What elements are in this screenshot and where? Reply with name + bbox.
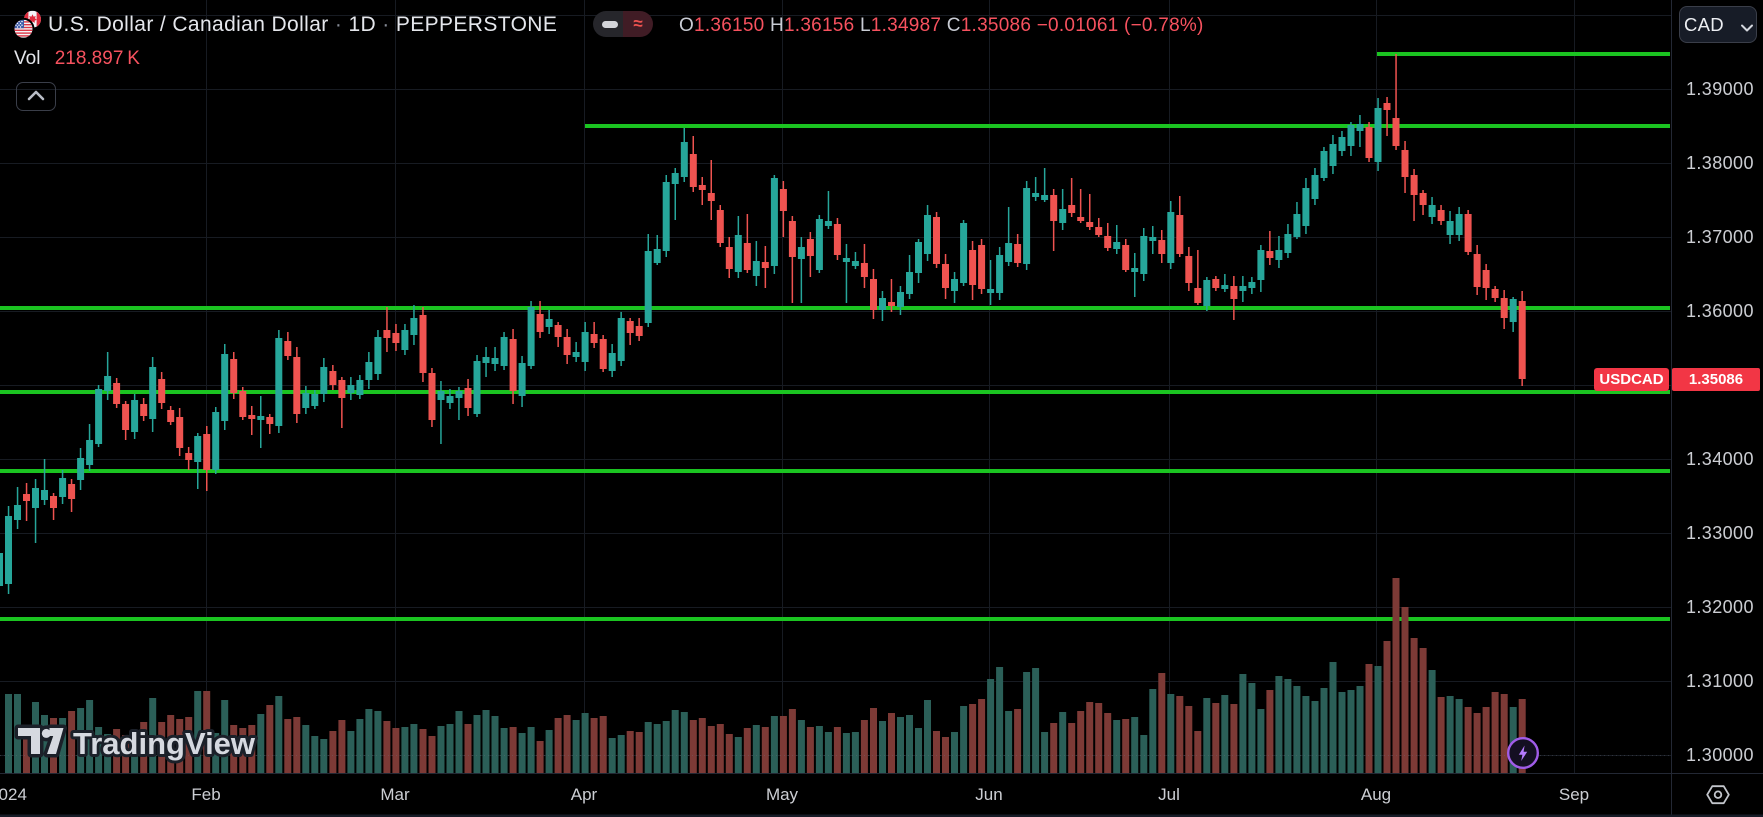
svg-text:TradingView: TradingView: [73, 726, 256, 761]
svg-text:TradingView: TradingView: [73, 726, 256, 761]
